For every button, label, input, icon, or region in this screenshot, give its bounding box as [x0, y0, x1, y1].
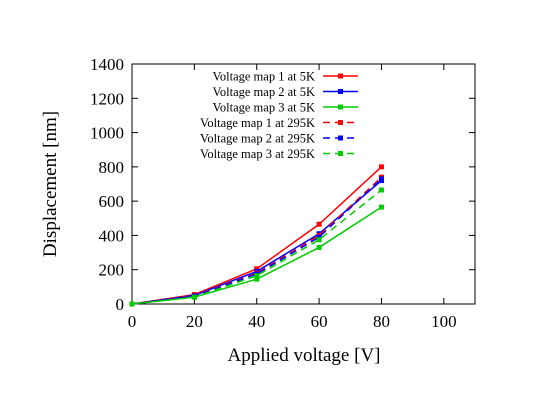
legend-marker	[338, 120, 343, 125]
x-tick-label: 80	[373, 312, 390, 331]
y-axis-title: Displacement [nm]	[40, 111, 61, 257]
x-tick-label: 100	[431, 312, 457, 331]
x-axis-title: Applied voltage [V]	[227, 345, 380, 366]
series-line	[131, 176, 382, 305]
series-line	[131, 180, 382, 305]
legend-item: Voltage map 1 at 295K	[200, 116, 358, 130]
data-point	[254, 276, 260, 282]
series-2	[129, 178, 384, 307]
legend-label: Voltage map 2 at 295K	[200, 132, 315, 146]
data-point	[191, 294, 197, 300]
y-tick-label: 1400	[90, 55, 124, 74]
legend-marker	[338, 135, 343, 141]
y-tick-label: 600	[99, 192, 125, 211]
legend-label: Voltage map 1 at 295K	[200, 116, 315, 130]
plot-area	[131, 63, 476, 305]
data-point	[378, 176, 384, 182]
data-point	[254, 266, 260, 272]
series-6	[129, 187, 384, 307]
legend-label: Voltage map 2 at 5K	[212, 85, 315, 99]
data-point	[378, 164, 384, 170]
legend-item: Voltage map 2 at 295K	[200, 132, 358, 146]
data-point	[316, 221, 322, 227]
series-5	[129, 176, 384, 307]
series-4	[129, 174, 384, 307]
y-tick-label: 800	[99, 158, 125, 177]
legend-marker	[338, 104, 343, 110]
y-tick-label: 1200	[90, 89, 124, 108]
data-point	[316, 234, 322, 240]
data-point	[254, 273, 260, 279]
series-line	[131, 166, 382, 305]
legend-label: Voltage map 3 at 295K	[200, 147, 315, 161]
y-tick-label: 1000	[90, 124, 124, 143]
legend-marker	[338, 151, 343, 156]
data-point	[378, 187, 384, 193]
legend-item: Voltage map 1 at 5K	[212, 70, 358, 84]
x-tick-label: 60	[311, 312, 328, 331]
series-line	[131, 178, 382, 305]
legend-label: Voltage map 3 at 5K	[212, 101, 315, 115]
series-3	[129, 204, 384, 307]
y-tick-label: 400	[99, 226, 125, 245]
series-line	[131, 189, 382, 305]
legend-label: Voltage map 1 at 5K	[212, 70, 315, 84]
data-point	[316, 244, 322, 250]
series-layer	[129, 164, 384, 307]
y-tick-label: 200	[99, 261, 125, 280]
legend-item: Voltage map 2 at 5K	[212, 85, 358, 99]
legend-item: Voltage map 3 at 295K	[200, 147, 358, 161]
legend-item: Voltage map 3 at 5K	[212, 101, 358, 115]
series-1	[129, 164, 384, 307]
legend-marker	[338, 89, 343, 94]
x-tick-label: 40	[248, 312, 265, 331]
data-point	[378, 204, 384, 210]
plot-frame	[131, 63, 476, 305]
legend-marker	[338, 73, 343, 79]
data-point	[129, 301, 135, 307]
x-tick-label: 0	[128, 312, 137, 331]
series-line	[131, 206, 382, 305]
x-tick-label: 20	[186, 312, 203, 331]
y-tick-label: 0	[116, 295, 125, 314]
data-point	[316, 237, 322, 243]
